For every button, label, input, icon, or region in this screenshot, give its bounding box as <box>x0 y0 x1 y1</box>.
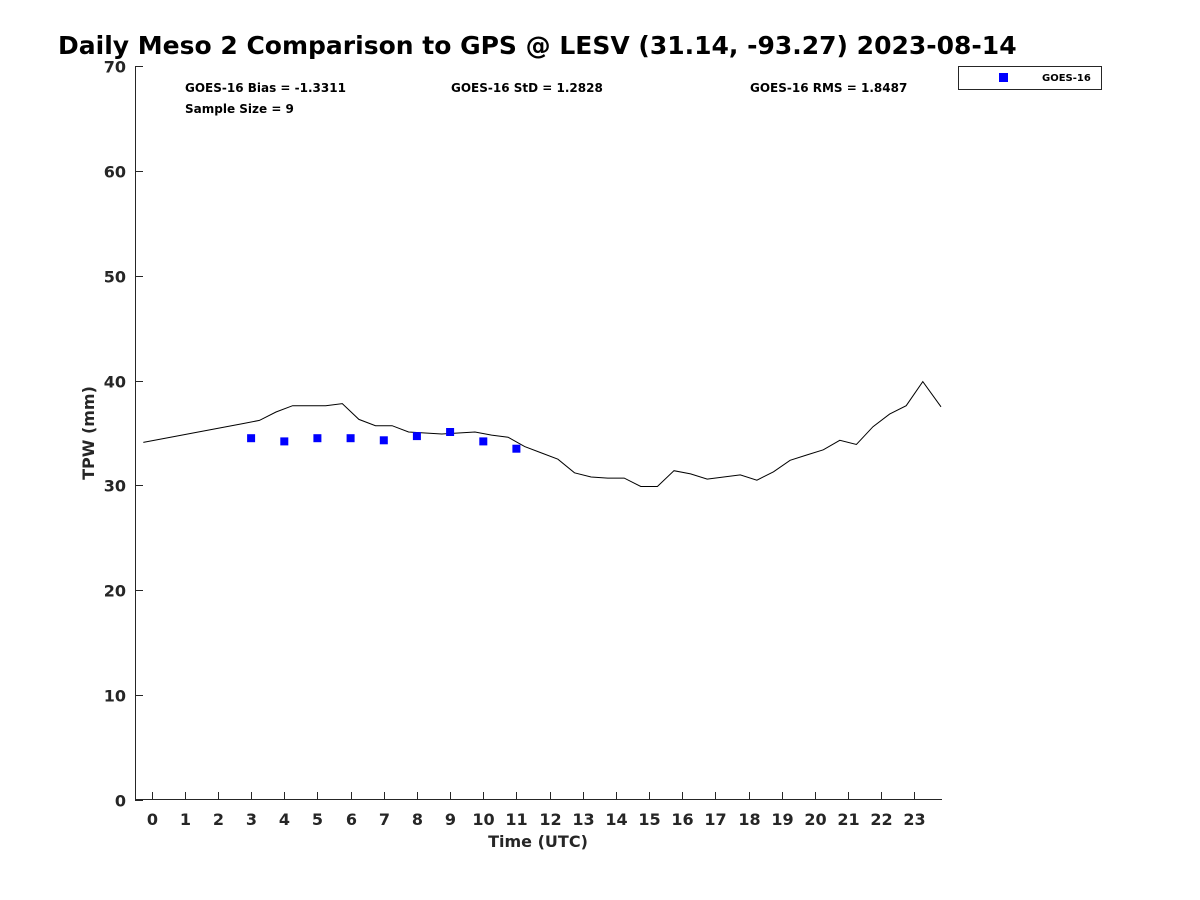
x-tick-label: 10 <box>472 810 494 829</box>
goes-16-data-point <box>280 437 289 446</box>
x-tick-label: 12 <box>539 810 561 829</box>
series-layer <box>143 380 942 487</box>
y-axis-label: TPW (mm) <box>79 386 98 480</box>
x-tick-label: 18 <box>738 810 760 829</box>
y-tick-label: 0 <box>115 792 126 811</box>
x-tick-label: 13 <box>572 810 594 829</box>
goes-16-data-point <box>346 434 355 443</box>
goes-16-data-point <box>412 432 421 441</box>
goes-16-data-point <box>247 434 256 443</box>
goes-16-data-point <box>379 436 388 445</box>
y-tick-label: 20 <box>104 582 126 601</box>
y-tick-label: 10 <box>104 687 126 706</box>
y-tick-label: 40 <box>104 373 126 392</box>
legend: GOES-16 <box>958 66 1102 90</box>
x-tick-label: 19 <box>771 810 793 829</box>
stat-rms: GOES-16 RMS = 1.8487 <box>750 81 907 95</box>
y-tick-label: 70 <box>104 58 126 77</box>
x-tick-label: 22 <box>870 810 892 829</box>
x-tick-label: 0 <box>147 810 158 829</box>
x-tick-label: 8 <box>412 810 423 829</box>
x-tick-label: 5 <box>312 810 323 829</box>
x-tick-label: 17 <box>704 810 726 829</box>
x-tick-label: 23 <box>903 810 925 829</box>
legend-marker <box>999 73 1008 82</box>
stat-bias: GOES-16 Bias = -1.3311 <box>185 81 346 95</box>
y-ticks: 0 10 20 30 40 50 60 70 <box>104 58 143 811</box>
x-axis-label: Time (UTC) <box>488 832 588 851</box>
stat-std: GOES-16 StD = 1.2828 <box>451 81 603 95</box>
legend-box <box>958 66 1102 90</box>
x-tick-label: 21 <box>837 810 859 829</box>
plot-area <box>135 66 942 800</box>
gps-series-line <box>143 380 942 487</box>
x-tick-label: 14 <box>605 810 627 829</box>
y-tick-label: 50 <box>104 268 126 287</box>
x-tick-label: 7 <box>379 810 390 829</box>
goes-16-data-point <box>313 434 322 443</box>
x-tick-label: 3 <box>246 810 257 829</box>
x-tick-label: 1 <box>180 810 191 829</box>
x-tick-label: 15 <box>638 810 660 829</box>
goes-16-data-point <box>446 428 455 436</box>
x-tick-label: 6 <box>346 810 357 829</box>
x-tick-label: 4 <box>279 810 290 829</box>
goes-16-data-point <box>512 444 521 453</box>
x-tick-label: 9 <box>445 810 456 829</box>
y-tick-label: 60 <box>104 163 126 182</box>
x-tick-label: 11 <box>505 810 527 829</box>
chart-title: Daily Meso 2 Comparison to GPS @ LESV (3… <box>58 31 1017 60</box>
legend-label: GOES-16 <box>1042 73 1091 84</box>
x-tick-label: 20 <box>804 810 826 829</box>
x-tick-label: 2 <box>213 810 224 829</box>
x-ticks: 0 1 2 3 4 5 6 7 8 9 10 11 12 13 14 15 16 17 18 19 20 21 22 23 <box>147 792 926 829</box>
x-tick-label: 16 <box>671 810 693 829</box>
y-tick-label: 30 <box>104 477 126 496</box>
stat-sample-size: Sample Size = 9 <box>185 102 294 116</box>
goes-16-data-point <box>479 437 488 446</box>
